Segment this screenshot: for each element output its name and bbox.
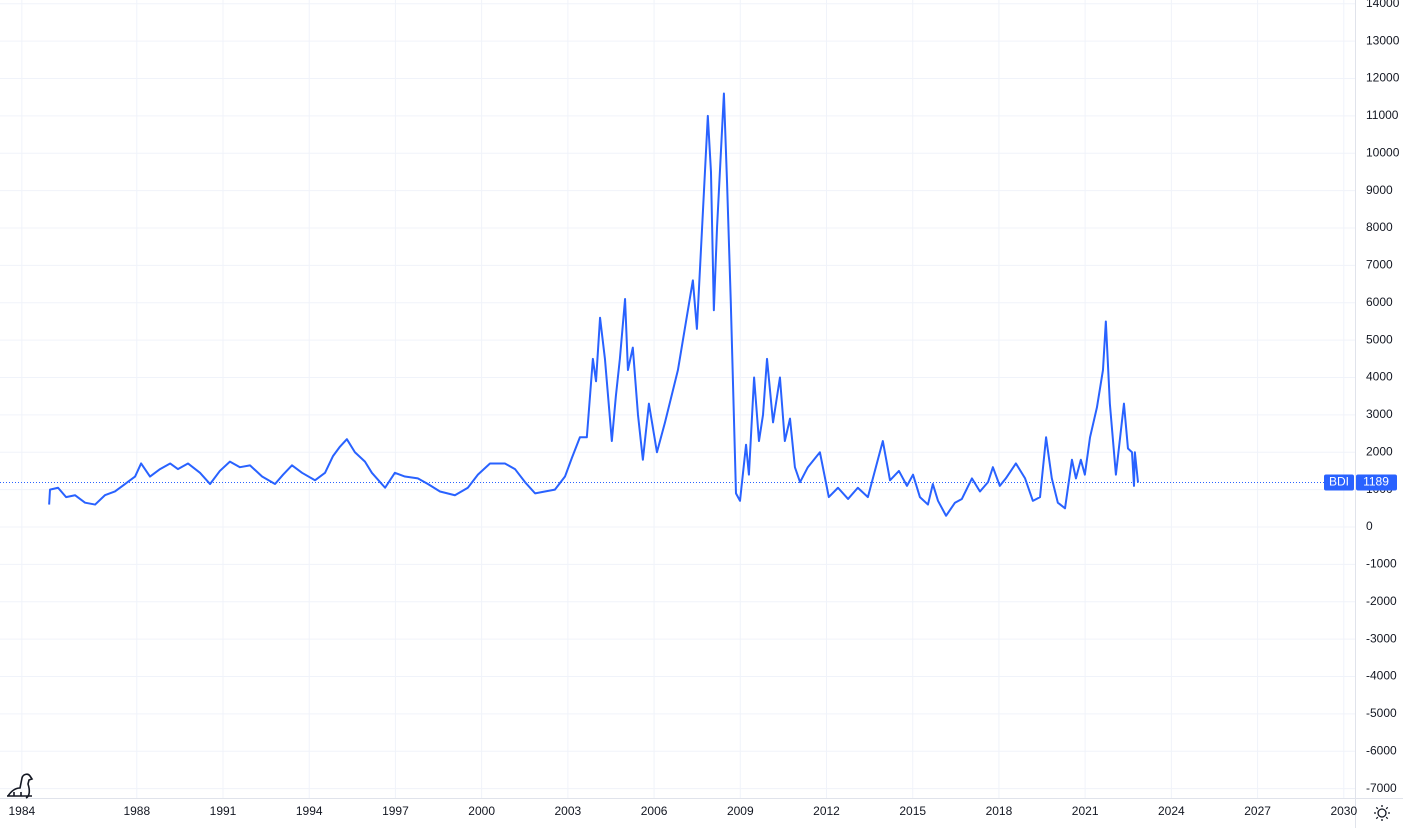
y-tick-label: 13000	[1366, 33, 1400, 47]
x-tick-label: 2018	[986, 804, 1013, 818]
y-tick-label: 5000	[1366, 332, 1393, 346]
x-tick-label: 1988	[123, 804, 150, 818]
x-tick-label: 2003	[555, 804, 582, 818]
last-value-tag	[1356, 474, 1397, 491]
y-tick-label: 4000	[1366, 370, 1393, 384]
x-tick-label: 1997	[382, 804, 409, 818]
grid-layer	[0, 0, 1355, 798]
y-tick-label: 7000	[1366, 258, 1393, 272]
series-name: BDI	[1329, 475, 1349, 489]
y-tick-label: 12000	[1366, 71, 1400, 85]
x-tick-label: 1994	[296, 804, 323, 818]
x-tick-label: 2021	[1072, 804, 1099, 818]
y-tick-label: -2000	[1366, 594, 1397, 608]
x-tick-label: 2027	[1244, 804, 1271, 818]
y-tick-label: 6000	[1366, 295, 1393, 309]
x-tick-label: 2030	[1330, 804, 1357, 818]
y-tick-label: 11000	[1366, 108, 1399, 122]
y-tick-label: -6000	[1366, 743, 1397, 757]
x-tick-label: 2000	[468, 804, 495, 818]
y-tick-label: -4000	[1366, 669, 1397, 683]
x-tick-label: 2009	[727, 804, 754, 818]
x-tick-label: 2012	[813, 804, 840, 818]
series-name-tag	[1324, 474, 1354, 491]
y-tick-label: 3000	[1366, 407, 1393, 421]
x-tick-label: 2006	[641, 804, 668, 818]
y-tick-label: 0	[1366, 519, 1373, 533]
x-tick-label: 2015	[899, 804, 926, 818]
logo[interactable]	[7, 773, 34, 799]
x-tick-label: 2024	[1158, 804, 1185, 818]
settings-button[interactable]	[1374, 805, 1390, 821]
series-line	[48, 92, 1140, 517]
y-tick-label: 2000	[1366, 444, 1393, 458]
y-tick-label: 8000	[1366, 220, 1393, 234]
y-tick-label: 10000	[1366, 145, 1400, 159]
y-tick-label: 9000	[1366, 183, 1393, 197]
last-value-label: 1189	[1363, 475, 1389, 489]
plot-layer	[0, 92, 1355, 517]
y-tick-label: -3000	[1366, 631, 1397, 645]
y-tick-label: 14000	[1366, 0, 1400, 10]
x-tick-label: 1984	[8, 804, 35, 818]
y-tick-label: -1000	[1366, 557, 1397, 571]
axis-layer: 14000 13000 12000 11000 10000 9000 8000 7000 600…	[8, 0, 1399, 818]
y-tick-label: -5000	[1366, 706, 1397, 720]
y-tick-label: -7000	[1366, 781, 1397, 795]
x-tick-label: 1991	[210, 804, 237, 818]
